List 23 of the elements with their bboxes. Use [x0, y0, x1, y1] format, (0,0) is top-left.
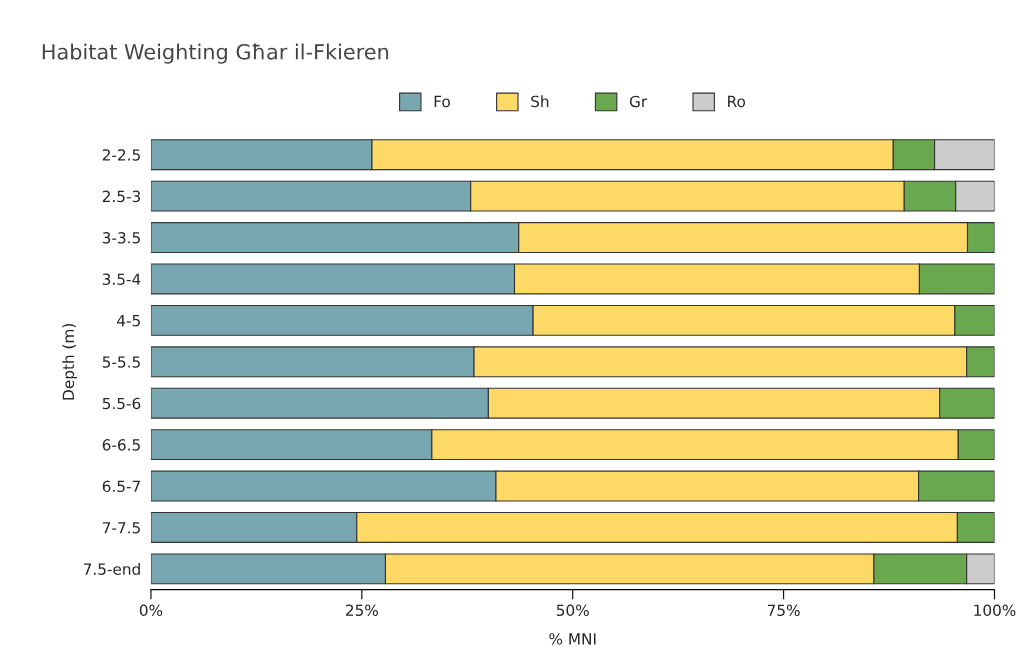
y-tick-label: 5-5.5	[102, 356, 140, 368]
y-tick-label: 2.5-3	[102, 190, 141, 203]
y-tick-label: 7-7.5	[102, 522, 140, 534]
y-tick-label: 6-6.5	[102, 439, 140, 451]
y-tick-label: 3-3.5	[102, 232, 140, 244]
y-tick-label: 4-5	[117, 315, 140, 327]
y-tick-label: 5.5-6	[102, 397, 141, 410]
x-axis-title: % MNI	[549, 633, 596, 645]
y-axis-title: Depth (m)	[62, 324, 78, 400]
x-tick-label: 25%	[345, 604, 378, 617]
legend-label: Sh	[531, 95, 549, 108]
legend-label: Fo	[434, 95, 450, 108]
y-tick-label: 7.5-end	[83, 563, 140, 575]
y-tick-label: 3.5-4	[102, 273, 141, 285]
y-tick-label: 2-2.5	[102, 149, 140, 161]
x-tick-label: 100%	[974, 604, 1016, 617]
legend-label: Ro	[728, 95, 746, 108]
chart-title: Habitat Weighting Għar il-Fkieren	[42, 43, 389, 64]
x-tick-label: 75%	[767, 604, 800, 617]
x-tick-label: 50%	[556, 604, 589, 617]
y-tick-label: 6.5-7	[102, 480, 140, 493]
legend-label: Gr	[629, 95, 648, 108]
x-tick-label: 0%	[139, 604, 163, 617]
